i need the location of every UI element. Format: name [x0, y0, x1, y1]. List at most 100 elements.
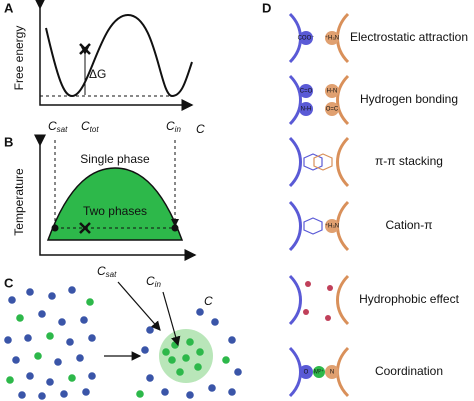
interaction-name: Hydrogen bonding: [360, 92, 458, 106]
interaction-name: Cation-π: [386, 218, 433, 232]
group-label: N-H: [301, 107, 312, 113]
particle: [54, 358, 62, 366]
group-label: O=C: [326, 107, 339, 113]
group: [299, 31, 313, 45]
group: [325, 102, 339, 116]
particle: [168, 356, 176, 364]
right-chain: [336, 74, 350, 126]
ring: [303, 153, 323, 171]
two-phases: Two phases: [83, 204, 147, 218]
particle: [146, 326, 154, 334]
energy-curve: [45, 13, 193, 98]
particle: [8, 296, 16, 304]
particle: [194, 363, 202, 371]
y-axis-label: Temperature: [12, 168, 26, 236]
x-axis-label: C: [196, 122, 205, 136]
group-label: H-N: [327, 89, 338, 95]
particle: [6, 376, 14, 384]
particle: [176, 368, 184, 376]
panel-label: B: [4, 134, 13, 149]
right-chain: [336, 274, 350, 326]
particle: [228, 388, 236, 396]
c-sat: Csat: [97, 264, 117, 279]
metal: [313, 366, 325, 378]
particle: [136, 390, 144, 398]
particle: [88, 334, 96, 342]
particle: [12, 356, 20, 364]
particle: [48, 292, 56, 300]
right-chain: [336, 346, 350, 398]
particle: [161, 388, 169, 396]
particle: [146, 374, 154, 382]
left-chain: [288, 274, 302, 326]
particle: [68, 374, 76, 382]
particle: [18, 391, 26, 399]
left-chain: [288, 200, 302, 252]
droplet-particles: [162, 338, 204, 376]
particle: [228, 336, 236, 344]
particle: [88, 372, 96, 380]
panel-label: D: [262, 0, 271, 15]
group: [325, 31, 339, 45]
panel-label: A: [4, 0, 14, 15]
particle: [68, 286, 76, 294]
group: [299, 102, 313, 116]
particle: [80, 316, 88, 324]
panel-label: C: [4, 275, 14, 290]
particle: [182, 354, 190, 362]
group-label: N: [330, 370, 334, 376]
particle: [26, 372, 34, 380]
particle: [60, 390, 68, 398]
phase-dome: [46, 167, 184, 241]
water: [305, 281, 311, 287]
right-chain: [336, 136, 350, 188]
particles: [4, 286, 242, 400]
particle: [26, 288, 34, 296]
particle: [186, 338, 194, 346]
particle: [46, 378, 54, 386]
interaction-list: Electrostatic attraction COO⁻ ⁺H₃N Hydrogen…: [288, 12, 468, 398]
c-in: Cin: [146, 274, 161, 289]
interaction-name: Hydrophobic effect: [359, 292, 460, 306]
interaction-name: π-π stacking: [375, 154, 443, 168]
particle: [16, 314, 24, 322]
cross: [79, 43, 91, 55]
particle: [38, 392, 46, 400]
particle: [66, 338, 74, 346]
axes: [34, 134, 197, 261]
group-label: ⁺H₃N: [325, 35, 339, 42]
particle: [46, 332, 54, 340]
axes: [34, 0, 194, 111]
group: [325, 365, 339, 379]
ring: [313, 153, 333, 171]
ring: [303, 217, 323, 235]
c-in: Cin: [166, 119, 181, 134]
group-label: O: [304, 370, 309, 376]
left-chain: [288, 74, 302, 126]
particle: [86, 298, 94, 306]
particle: [34, 352, 42, 360]
interaction-name: Coordination: [375, 364, 443, 378]
particle: [24, 334, 32, 342]
left-chain: [288, 346, 302, 398]
droplet-label: C: [204, 294, 213, 308]
particle: [196, 308, 204, 316]
y-axis-label: Free energy: [12, 26, 26, 91]
c-tot: Ctot: [81, 119, 99, 134]
particle: [196, 348, 204, 356]
point: [51, 224, 59, 232]
particle: [58, 318, 66, 326]
point: [171, 224, 179, 232]
arrow: [162, 291, 181, 347]
particle: [222, 356, 230, 364]
water: [325, 315, 331, 321]
group: [325, 84, 339, 98]
particle: [234, 368, 242, 376]
group: [299, 365, 313, 379]
interaction-name: Electrostatic attraction: [350, 30, 468, 44]
delta-g: ΔG: [89, 67, 106, 81]
particle: [82, 388, 90, 396]
particle: [4, 336, 12, 344]
particle: [141, 346, 149, 354]
